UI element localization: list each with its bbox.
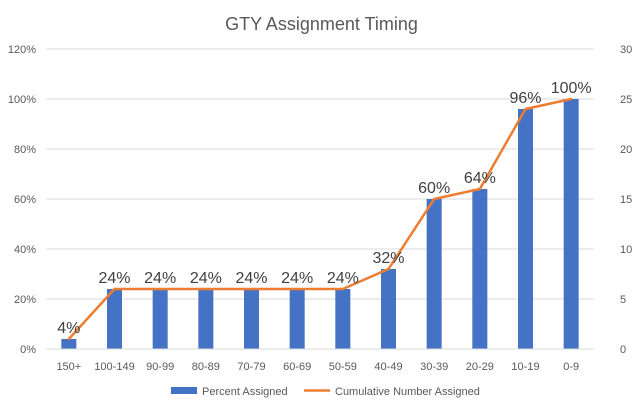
line-point (113, 287, 116, 291)
line-point (250, 287, 253, 291)
line-point (524, 107, 527, 111)
line-point (204, 287, 208, 291)
bar-data-label: 24% (327, 270, 359, 287)
line-point (432, 197, 436, 201)
y-left-tick-label: 20% (14, 294, 36, 306)
x-tick-label: 40-49 (374, 361, 402, 373)
y-right-tick-label: 0 (620, 344, 626, 356)
x-tick-label: 70-79 (237, 361, 265, 373)
bar-data-label: 32% (372, 250, 404, 267)
line-point (67, 337, 71, 341)
y-right-tick-label: 25 (620, 94, 632, 106)
bar-data-label: 60% (418, 180, 450, 197)
bar-data-label: 100% (551, 80, 592, 97)
y-right-tick-label: 20 (620, 144, 632, 156)
bar-data-label: 24% (281, 270, 313, 287)
y-right-tick-label: 5 (620, 294, 626, 306)
y-right-tick-label: 30 (620, 44, 632, 56)
bar-data-label: 24% (190, 270, 222, 287)
bar-data-label: 64% (464, 170, 496, 187)
bar (198, 289, 214, 349)
y-left-tick-label: 100% (8, 94, 36, 106)
y-right-tick-label: 15 (620, 194, 632, 206)
y-left-tick-label: 60% (14, 194, 36, 206)
bar (381, 269, 396, 349)
y-axis-left: 0% 20% 40% 60% 80% 100% 120% (8, 44, 36, 356)
legend-label-cumulative-number-assigned: Cumulative Number Assigned (335, 386, 480, 398)
line-point (387, 267, 390, 271)
bar (472, 189, 488, 349)
bar-data-label: 24% (235, 270, 267, 287)
bar (289, 289, 305, 349)
legend: Percent Assigned Cumulative Number Assig… (171, 386, 480, 398)
x-tick-label: 10-19 (511, 361, 539, 373)
line-point (295, 287, 299, 291)
x-tick-label: 30-39 (420, 361, 448, 373)
bar (107, 289, 122, 349)
bar (426, 199, 442, 349)
x-axis: 150+ 100-149 90-99 80-89 70-79 60-69 50-59 40-4… (46, 348, 594, 373)
y-left-tick-label: 40% (14, 244, 36, 256)
bar (152, 289, 168, 349)
x-tick-label: 150+ (56, 361, 81, 373)
chart-title: GTY Assignment Timing (225, 14, 418, 34)
legend-swatch-percent-assigned (171, 387, 197, 394)
x-tick-label: 60-69 (283, 361, 311, 373)
bar-data-label: 24% (144, 270, 176, 287)
bar-data-label: 96% (509, 90, 541, 107)
x-tick-label: 0-9 (563, 361, 579, 373)
bar (335, 289, 351, 349)
data-labels: 4% 24% 24% 24% 24% 24% 24% 32% 60% 64% 96% 100% (57, 80, 591, 337)
y-right-tick-label: 10 (620, 244, 632, 256)
line-point (569, 97, 573, 101)
bar (244, 289, 259, 349)
y-left-tick-label: 120% (8, 44, 36, 56)
bar-data-label: 24% (98, 270, 130, 287)
bar-data-label: 4% (57, 320, 80, 337)
y-axis-right: 0 5 10 15 20 25 30 (620, 44, 632, 356)
x-tick-label: 50-59 (329, 361, 357, 373)
line-point (341, 287, 345, 291)
line-series (67, 97, 573, 341)
y-left-tick-label: 0% (20, 344, 36, 356)
bar (61, 339, 77, 349)
line-series-path (67, 97, 572, 340)
legend-label-percent-assigned: Percent Assigned (202, 386, 288, 398)
line-point (478, 187, 482, 191)
bar-series (61, 99, 579, 349)
x-tick-label: 20-29 (466, 361, 494, 373)
gridlines (46, 48, 594, 350)
bar (563, 99, 579, 349)
x-tick-label: 100-149 (94, 361, 134, 373)
y-left-tick-label: 80% (14, 144, 36, 156)
x-tick-label: 90-99 (146, 361, 174, 373)
line-point (158, 287, 162, 291)
x-tick-label: 80-89 (192, 361, 220, 373)
bar (518, 109, 533, 349)
